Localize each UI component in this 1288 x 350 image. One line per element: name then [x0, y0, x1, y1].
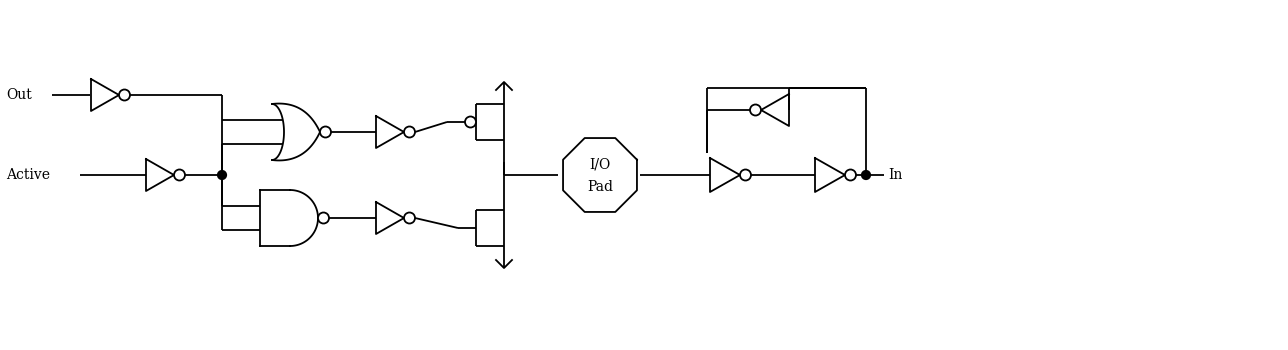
Text: Active: Active	[6, 168, 50, 182]
Circle shape	[741, 169, 751, 181]
Circle shape	[319, 126, 331, 138]
Circle shape	[845, 169, 857, 181]
Circle shape	[750, 105, 761, 116]
Text: Out: Out	[6, 88, 32, 102]
Circle shape	[118, 90, 130, 100]
Circle shape	[318, 212, 328, 224]
Text: In: In	[887, 168, 903, 182]
Text: Pad: Pad	[587, 180, 613, 194]
Circle shape	[404, 212, 415, 224]
Circle shape	[218, 171, 227, 179]
Circle shape	[862, 171, 871, 179]
Circle shape	[174, 169, 185, 181]
Text: I/O: I/O	[590, 158, 611, 172]
Circle shape	[465, 117, 477, 127]
Circle shape	[404, 126, 415, 138]
